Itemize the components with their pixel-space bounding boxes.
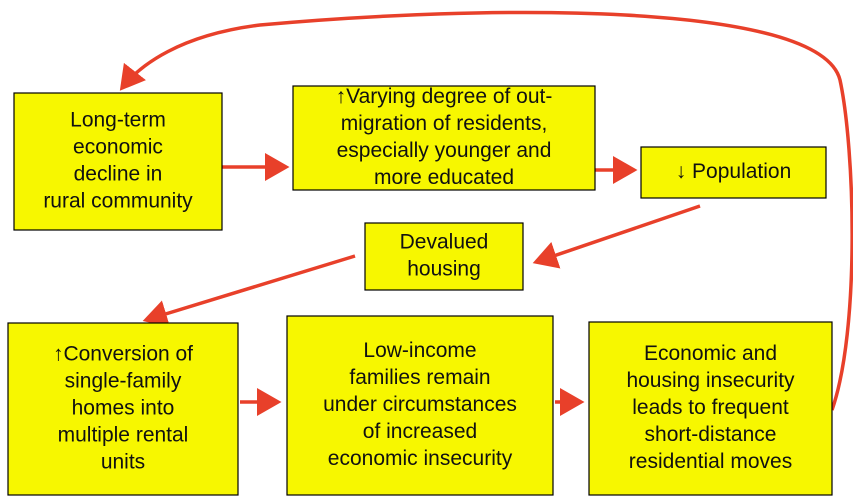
- arrow: [532, 204, 701, 269]
- node-label: under circumstances: [323, 393, 517, 416]
- node-label: of increased: [363, 420, 477, 443]
- node-box: [286, 315, 554, 496]
- node-label: Devalued: [400, 231, 489, 254]
- node-label: housing insecurity: [626, 369, 795, 392]
- node-label: families remain: [349, 366, 490, 389]
- arrows: [119, 10, 853, 416]
- node-box: [640, 146, 827, 199]
- node-label: especially younger and: [337, 139, 552, 162]
- node-label: more educated: [374, 166, 514, 189]
- node-label: ↑Conversion of: [53, 343, 193, 366]
- node-box: [588, 321, 833, 496]
- node-label: ↑Varying degree of out-: [336, 85, 553, 108]
- node-label: multiple rental: [58, 424, 189, 447]
- node-label: short-distance: [645, 423, 777, 446]
- node-label: migration of residents,: [341, 112, 548, 135]
- node-box: [292, 85, 596, 191]
- node-label: Long-term: [70, 109, 166, 132]
- feedback-arrow: [119, 10, 853, 411]
- node-label: rural community: [43, 190, 193, 213]
- node-label: economic insecurity: [328, 447, 513, 470]
- node-label: Economic and: [644, 342, 777, 365]
- node-box: [7, 322, 239, 496]
- node-label: ↓ Population: [676, 160, 792, 183]
- node-label: economic: [73, 136, 163, 159]
- node-label: single-family: [65, 370, 182, 393]
- node-label: housing: [407, 258, 481, 281]
- node-box: [364, 222, 524, 291]
- node-label: homes into: [72, 397, 175, 420]
- node-label: units: [101, 451, 145, 474]
- node-label: Low-income: [363, 339, 476, 362]
- node-label: decline in: [74, 163, 163, 186]
- node-box: [13, 92, 223, 231]
- node-label: leads to frequent: [632, 396, 789, 419]
- nodes: Long-term economic decline in rural communi…: [7, 85, 833, 496]
- node-label: residential moves: [629, 450, 792, 473]
- arrow: [142, 254, 356, 328]
